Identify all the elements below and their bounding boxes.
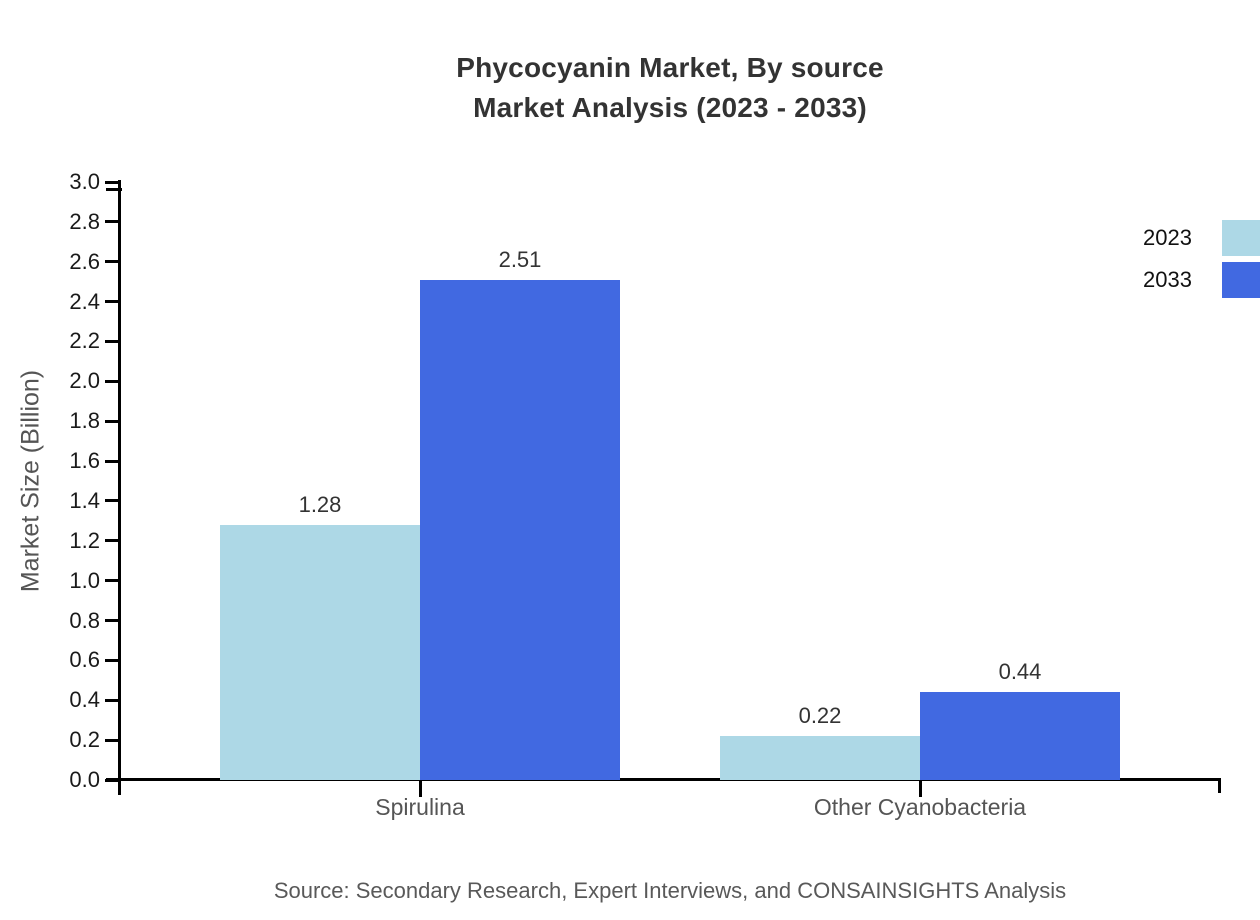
legend: 2023 2033	[1143, 220, 1260, 304]
y-axis-tick	[105, 300, 120, 304]
legend-item-2023: 2023	[1143, 220, 1260, 256]
bar-2023-0	[220, 524, 420, 780]
y-axis-tick-label: 1.8	[69, 408, 100, 434]
y-axis-tick-label: 2.0	[69, 368, 100, 394]
y-axis-tick-label: 0.6	[69, 647, 100, 673]
y-axis-tick-label: 1.2	[69, 527, 100, 553]
chart-title-line2: Market Analysis (2023 - 2033)	[473, 92, 867, 123]
y-axis-tick	[105, 698, 120, 702]
chart-title: Phycocyanin Market, By source Market Ana…	[120, 48, 1220, 128]
y-axis-tick	[105, 579, 120, 583]
y-axis-tick	[105, 539, 120, 543]
bar-value-label: 0.44	[998, 659, 1042, 685]
y-axis-tick-label: 2.4	[69, 288, 100, 314]
y-axis-tick	[105, 260, 120, 264]
x-axis-tick	[418, 781, 422, 797]
legend-item-2033: 2033	[1143, 262, 1260, 298]
bar-2023-1	[720, 736, 920, 780]
y-axis-tick	[105, 379, 120, 383]
y-axis-top-cap	[106, 188, 122, 191]
y-axis-tick	[105, 658, 120, 662]
x-axis-category-label: Spirulina	[375, 794, 465, 820]
y-axis-tick-label: 1.6	[69, 448, 100, 474]
legend-label-2033: 2033	[1143, 267, 1192, 292]
y-axis-tick-label: 0.4	[69, 687, 100, 713]
y-axis-tick-label: 0.8	[69, 607, 100, 633]
bar-2033-1	[920, 692, 1120, 780]
y-axis-tick	[105, 419, 120, 423]
y-axis-tick-label: 1.4	[69, 487, 100, 513]
x-axis-category-label: Other Cyanobacteria	[813, 794, 1027, 820]
y-axis-title: Market Size (Billion)	[16, 369, 45, 593]
y-axis-tick-label: 1.0	[69, 567, 100, 593]
y-axis-tick-label: 3.0	[69, 169, 100, 194]
bar-2033-0	[420, 279, 620, 780]
x-axis-line	[106, 778, 1221, 781]
y-axis-line	[118, 180, 121, 795]
bar-value-label: 2.51	[498, 246, 542, 272]
y-axis-tick-label: 0.2	[69, 727, 100, 753]
y-axis-tick	[105, 619, 120, 623]
y-axis-tick-label: 2.6	[69, 248, 100, 274]
legend-swatch-2033	[1222, 262, 1260, 298]
y-axis-tick-label: 0.0	[69, 767, 100, 792]
y-axis-tick	[105, 738, 120, 742]
y-axis-tick	[105, 220, 120, 224]
y-axis-tick-label: 2.8	[69, 208, 100, 234]
y-axis-tick	[105, 778, 120, 782]
legend-swatch-2023	[1222, 220, 1260, 256]
source-note: Source: Secondary Research, Expert Inter…	[273, 878, 1067, 903]
bar-value-label: 0.22	[798, 703, 842, 729]
bar-value-label: 1.28	[298, 491, 342, 517]
x-axis-tick	[918, 781, 922, 797]
y-axis-tick	[105, 339, 120, 343]
chart-title-line1: Phycocyanin Market, By source	[456, 52, 884, 83]
legend-label-2023: 2023	[1143, 225, 1192, 250]
x-axis-end-cap	[1218, 778, 1221, 793]
y-axis-tick	[105, 499, 120, 503]
y-axis-tick-label: 2.2	[69, 328, 100, 354]
y-axis-tick	[105, 180, 120, 184]
y-axis-tick	[105, 459, 120, 463]
